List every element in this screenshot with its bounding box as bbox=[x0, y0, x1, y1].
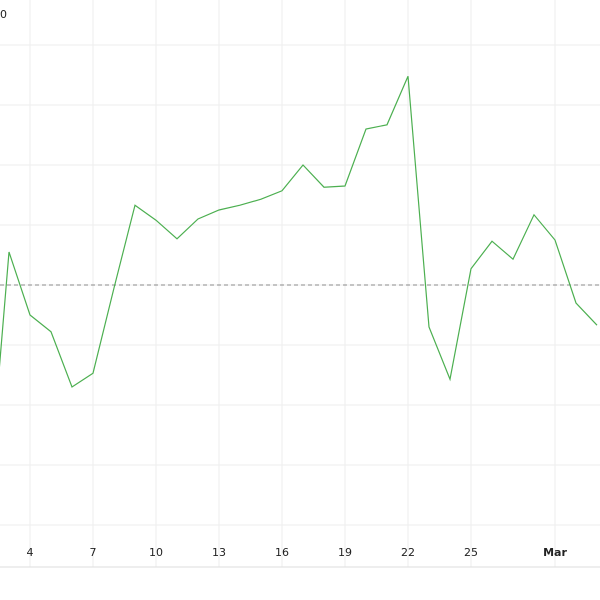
x-tick-label: 10 bbox=[149, 546, 163, 559]
x-tick-label: 7 bbox=[90, 546, 97, 559]
x-tick-label: 16 bbox=[275, 546, 289, 559]
x-tick-label: 13 bbox=[212, 546, 226, 559]
x-tick-label: 22 bbox=[401, 546, 415, 559]
line bbox=[0, 75, 598, 388]
x-tick-label: 19 bbox=[338, 546, 352, 559]
x-tick-label: Mar bbox=[543, 546, 567, 559]
x-tick-label: 4 bbox=[27, 546, 34, 559]
axis-label-fragment: 0 bbox=[0, 8, 7, 21]
x-tick-label: 25 bbox=[464, 546, 478, 559]
